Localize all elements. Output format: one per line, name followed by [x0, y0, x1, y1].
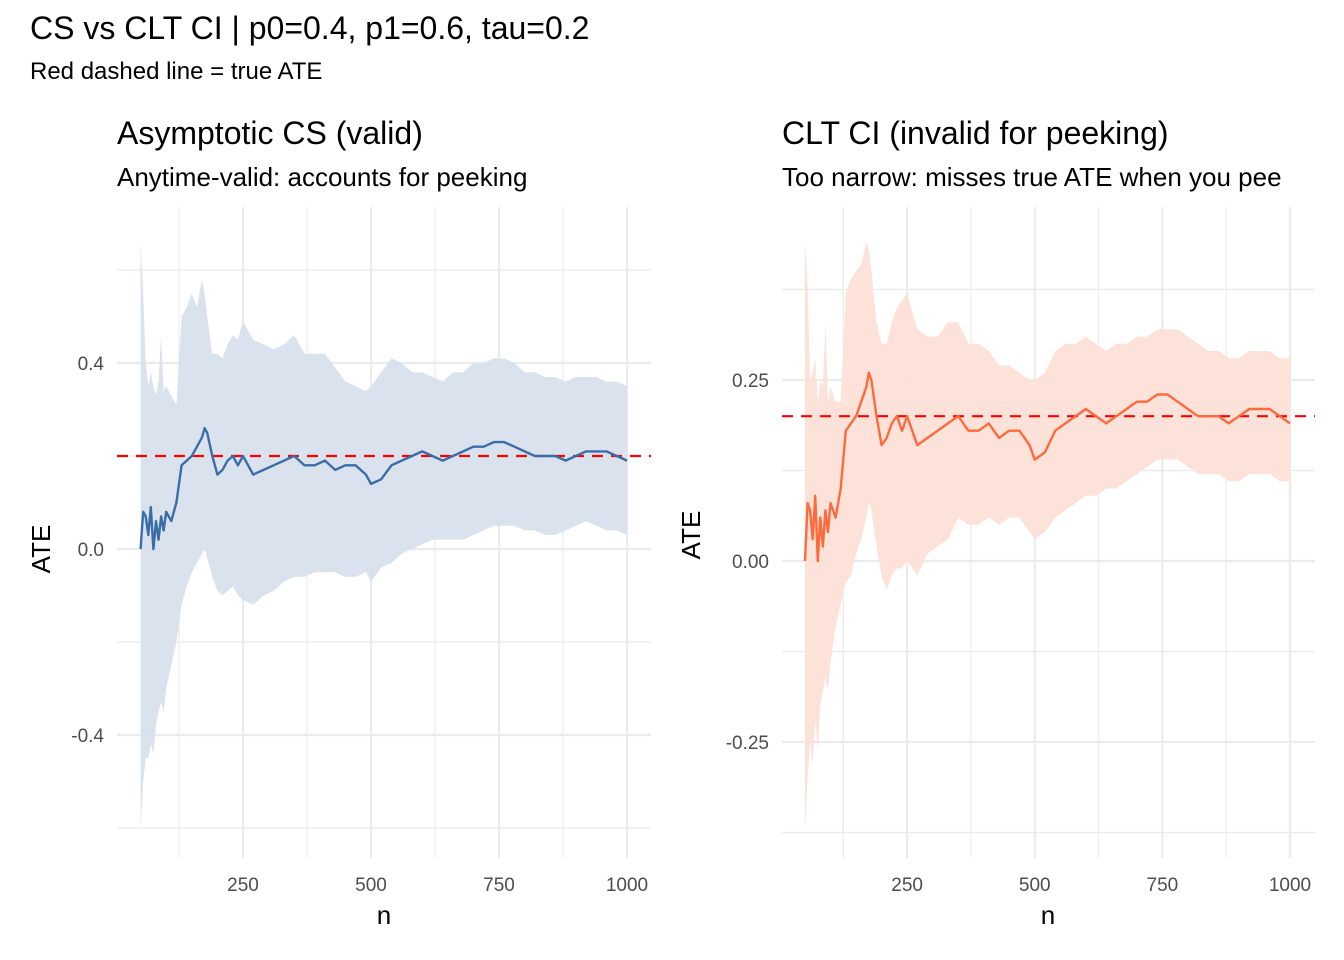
y-axis-label: ATE: [676, 511, 706, 560]
panel-title: Asymptotic CS (valid): [117, 115, 423, 151]
panel-clt-ci: CLT CI (invalid for peeking) Too narrow:…: [676, 115, 1315, 930]
x-tick-label: 250: [227, 875, 259, 896]
y-tick-label: 0.00: [732, 552, 769, 573]
y-tick-label: 0.4: [78, 354, 105, 375]
x-tick-label: 500: [1019, 875, 1051, 896]
x-axis-label: n: [1041, 900, 1055, 930]
ate-estimate-path: [803, 371, 1291, 563]
confidence-band: [805, 242, 1290, 829]
x-tick-labels: 250 500 750 1000: [891, 875, 1311, 896]
x-tick-labels: 250 500 750 1000: [227, 875, 648, 896]
y-tick-labels: -0.25 0.00 0.25: [726, 371, 769, 754]
panel-asymptotic-cs: Asymptotic CS (valid) Anytime-valid: acc…: [26, 115, 651, 930]
figure-title: CS vs CLT CI | p0=0.4, p1=0.6, tau=0.2: [30, 10, 590, 46]
x-tick-label: 1000: [606, 875, 648, 896]
x-tick-label: 750: [483, 875, 515, 896]
confidence-band: [140, 242, 627, 829]
x-tick-label: 750: [1147, 875, 1179, 896]
x-tick-label: 500: [355, 875, 387, 896]
ate-estimate-line: [139, 426, 628, 551]
confidence-band-area: [140, 242, 627, 829]
ate-estimate-line: [803, 371, 1291, 563]
y-tick-label: -0.25: [726, 733, 769, 754]
y-tick-label: 0.25: [732, 371, 769, 392]
x-tick-label: 1000: [1269, 875, 1311, 896]
ate-estimate-path: [139, 426, 628, 551]
y-tick-labels: -0.4 0.0 0.4: [71, 354, 104, 747]
y-tick-label: -0.4: [71, 726, 104, 747]
confidence-band-area: [805, 242, 1290, 829]
panel-title: CLT CI (invalid for peeking): [782, 115, 1169, 151]
panel-subtitle: Anytime-valid: accounts for peeking: [117, 162, 527, 192]
figure-subtitle: Red dashed line = true ATE: [30, 58, 323, 85]
x-tick-label: 250: [891, 875, 923, 896]
panel-subtitle: Too narrow: misses true ATE when you pee: [782, 162, 1282, 192]
y-axis-label: ATE: [26, 525, 56, 574]
x-axis-label: n: [377, 900, 391, 930]
y-tick-label: 0.0: [78, 540, 104, 561]
